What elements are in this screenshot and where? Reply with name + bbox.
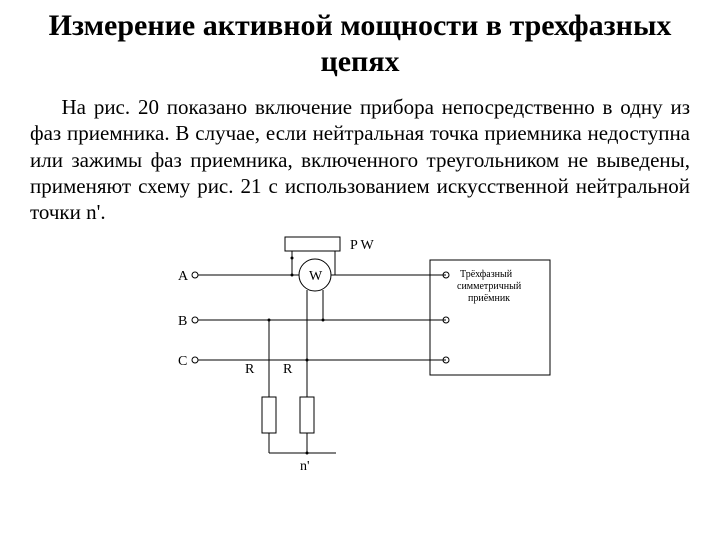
junction [322, 319, 325, 322]
junction [306, 359, 309, 362]
junction [306, 452, 309, 455]
resistor-2 [300, 397, 314, 433]
terminal-b [192, 317, 198, 323]
phase-b-label: B [178, 314, 187, 329]
circuit-diagram: A P W W B C Трёхфазный симметричный п [150, 235, 570, 485]
phase-c-label: C [178, 354, 187, 369]
terminal-a [192, 272, 198, 278]
resistor-1 [262, 397, 276, 433]
power-label: P W [350, 238, 375, 253]
resistor-label-1: R [245, 362, 255, 377]
load-label-line1: Трёхфазный [460, 269, 513, 280]
current-coil [285, 237, 340, 251]
load-label-line3: приёмник [468, 293, 510, 304]
wattmeter-label: W [309, 269, 323, 284]
dot [291, 274, 294, 277]
junction [268, 319, 271, 322]
page-title: Измерение активной мощности в трехфазных… [30, 8, 690, 80]
neutral-label: n' [300, 459, 310, 474]
terminal-c [192, 357, 198, 363]
phase-a-label: A [178, 269, 189, 284]
dot [291, 257, 294, 260]
resistor-label-2: R [283, 362, 293, 377]
load-label-line2: симметричный [457, 281, 522, 292]
body-paragraph: На рис. 20 показано включение прибора не… [30, 94, 690, 225]
